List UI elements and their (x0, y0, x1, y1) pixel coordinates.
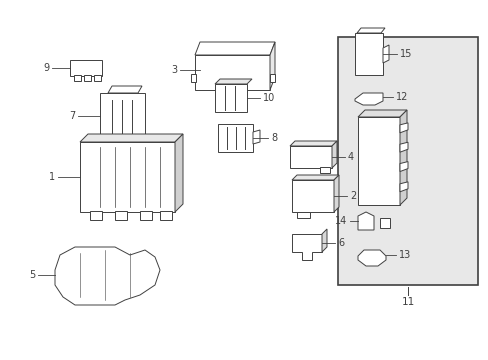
Text: 10: 10 (263, 93, 275, 103)
Polygon shape (291, 180, 333, 212)
Polygon shape (195, 55, 269, 90)
Polygon shape (291, 175, 338, 180)
Polygon shape (218, 124, 252, 152)
Text: 14: 14 (334, 216, 346, 226)
Polygon shape (80, 142, 175, 212)
Text: 6: 6 (337, 238, 344, 248)
Bar (160, 211, 172, 220)
Polygon shape (354, 33, 382, 75)
Bar (94, 75, 101, 81)
Polygon shape (296, 212, 309, 218)
Polygon shape (399, 142, 407, 152)
Text: 11: 11 (401, 297, 414, 307)
Text: 7: 7 (69, 111, 75, 121)
Text: 5: 5 (29, 270, 35, 280)
Bar (84, 75, 91, 81)
Text: 13: 13 (398, 250, 410, 260)
Polygon shape (215, 79, 251, 84)
Polygon shape (100, 93, 145, 138)
Bar (269, 74, 274, 82)
Polygon shape (108, 86, 142, 93)
Bar (191, 74, 196, 82)
Text: 9: 9 (43, 63, 49, 73)
Polygon shape (80, 134, 183, 142)
Polygon shape (399, 182, 407, 192)
Polygon shape (175, 134, 183, 212)
Polygon shape (399, 123, 407, 133)
Bar (115, 211, 127, 220)
Polygon shape (331, 141, 336, 168)
Polygon shape (356, 28, 384, 33)
Polygon shape (252, 130, 260, 144)
Polygon shape (382, 45, 388, 63)
Polygon shape (399, 162, 407, 172)
Polygon shape (289, 146, 331, 168)
Polygon shape (70, 60, 102, 76)
Polygon shape (291, 234, 321, 260)
Bar (74, 75, 81, 81)
Text: 15: 15 (399, 49, 411, 59)
Polygon shape (357, 212, 373, 230)
Polygon shape (333, 175, 338, 212)
Polygon shape (357, 117, 399, 205)
Polygon shape (289, 141, 336, 146)
Text: 4: 4 (347, 152, 353, 162)
Polygon shape (399, 110, 406, 205)
Polygon shape (55, 247, 160, 305)
Bar (319, 167, 329, 173)
Text: 8: 8 (270, 133, 277, 143)
Polygon shape (379, 218, 389, 228)
Polygon shape (357, 110, 406, 117)
Text: 1: 1 (49, 172, 55, 182)
Polygon shape (321, 229, 326, 252)
Bar (108, 137, 120, 144)
Bar (140, 211, 152, 220)
Text: 2: 2 (349, 191, 356, 201)
Bar (337, 37, 477, 285)
Polygon shape (269, 42, 274, 90)
Polygon shape (215, 84, 246, 112)
Text: 12: 12 (395, 92, 407, 102)
Polygon shape (357, 250, 385, 266)
Polygon shape (354, 93, 382, 105)
Polygon shape (195, 42, 274, 55)
Bar (128, 137, 140, 144)
Text: 3: 3 (170, 65, 177, 75)
Bar (90, 211, 102, 220)
